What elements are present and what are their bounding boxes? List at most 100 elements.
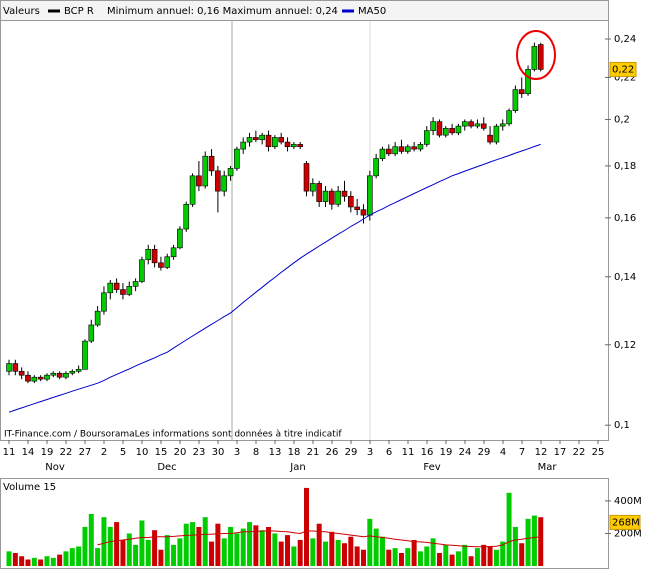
candle-body — [56, 372, 63, 378]
volume-bar — [88, 513, 94, 566]
x-tick-label: 8 — [253, 447, 259, 458]
candle-body — [392, 146, 398, 155]
volume-bar — [215, 523, 221, 566]
x-tick-label: 24 — [459, 447, 472, 458]
volume-bar — [247, 522, 253, 566]
x-tick-label: 15 — [155, 447, 168, 458]
volume-bar — [360, 549, 366, 566]
volume-bar — [297, 539, 303, 566]
volume-bar — [538, 517, 544, 566]
volume-bar — [76, 546, 82, 566]
x-tick-label: 7 — [519, 447, 525, 458]
volume-bar — [291, 546, 297, 566]
volume-bar — [177, 538, 183, 566]
candle-body — [145, 248, 152, 261]
candle-body — [468, 121, 474, 127]
candle-body — [221, 175, 228, 192]
volume-bar — [304, 487, 310, 566]
volume-bar — [272, 533, 278, 566]
candle-body — [132, 281, 139, 287]
volume-bar — [101, 517, 107, 566]
x-tick-label: 27 — [79, 447, 92, 458]
candle-body — [259, 134, 266, 141]
volume-bar — [392, 548, 398, 566]
candle-body — [423, 130, 430, 145]
x-tick-label: 14 — [22, 447, 35, 458]
volume-bar — [82, 526, 88, 566]
candle-body — [44, 374, 50, 380]
volume-bar — [228, 526, 234, 566]
volume-bar — [323, 541, 328, 566]
volume-bar — [145, 539, 151, 566]
x-tick-label: 25 — [592, 447, 605, 458]
volume-bar — [120, 539, 126, 566]
candle-body — [297, 144, 303, 148]
candle-body — [69, 370, 76, 374]
volume-bar — [506, 492, 512, 566]
candle-body — [246, 137, 253, 143]
candle-body — [18, 370, 25, 376]
volume-bar — [525, 518, 531, 566]
candle-body — [113, 282, 120, 290]
candle-body — [303, 163, 310, 192]
volume-bar — [335, 539, 341, 566]
volume-bar — [354, 546, 360, 566]
x-tick-label: 5 — [120, 447, 126, 458]
x-tick-label: 30 — [212, 447, 225, 458]
candle-body — [139, 259, 145, 282]
month-label: Nov — [45, 462, 65, 473]
volume-bar — [512, 526, 518, 566]
volume-bar — [436, 552, 442, 566]
volume-bar — [266, 526, 272, 566]
candle-body — [385, 148, 392, 155]
last-price-box — [609, 61, 637, 77]
candle-body — [449, 128, 455, 134]
candle-body — [6, 363, 12, 372]
source: IT-Finance.com / BoursoramaLes informati… — [4, 429, 342, 440]
volume-bar — [50, 557, 56, 566]
volume-bar — [449, 554, 455, 566]
candle-body — [341, 190, 348, 197]
x-tick-label: 19 — [41, 447, 54, 458]
candle-body — [227, 168, 234, 177]
candle-body — [25, 374, 31, 382]
volume-bar — [240, 528, 246, 566]
candle-body — [436, 121, 443, 136]
volume-bar — [468, 556, 474, 566]
candle-body — [322, 190, 329, 202]
candle-body — [183, 203, 190, 230]
volume-bar — [164, 535, 170, 566]
volume-bar — [519, 543, 525, 566]
volume-bar — [481, 544, 487, 566]
x-tick-label: 26 — [326, 447, 339, 458]
volume-bar — [430, 538, 436, 566]
candle-body — [525, 69, 531, 95]
volume-bar — [474, 548, 480, 566]
candle-body — [373, 158, 379, 177]
volume-bar — [493, 549, 499, 566]
volume-bar — [139, 520, 145, 566]
legend-entry: BCP R — [64, 6, 94, 17]
y-tick-label: 0,1 — [614, 420, 630, 431]
x-tick-label: 6 — [386, 447, 392, 458]
volume-bar — [196, 526, 202, 566]
volume-bar — [278, 541, 284, 566]
volume-bar — [107, 526, 113, 566]
volume-bar — [373, 528, 379, 566]
x-tick-label: 22 — [60, 447, 73, 458]
candle-body — [272, 137, 278, 148]
volume-bar — [285, 535, 291, 566]
candle-body — [82, 340, 88, 370]
volume-bar — [57, 554, 63, 566]
candle-body — [430, 121, 436, 131]
candle-body — [63, 372, 69, 378]
volume-bar — [38, 559, 44, 566]
candle-body — [120, 289, 126, 295]
candle-body — [398, 146, 405, 152]
candle-body — [310, 183, 316, 192]
volume-bar — [152, 530, 158, 566]
candle-body — [335, 190, 341, 205]
volume-bar — [158, 549, 164, 566]
volume-bar — [348, 536, 354, 566]
volume-bar — [202, 517, 208, 566]
